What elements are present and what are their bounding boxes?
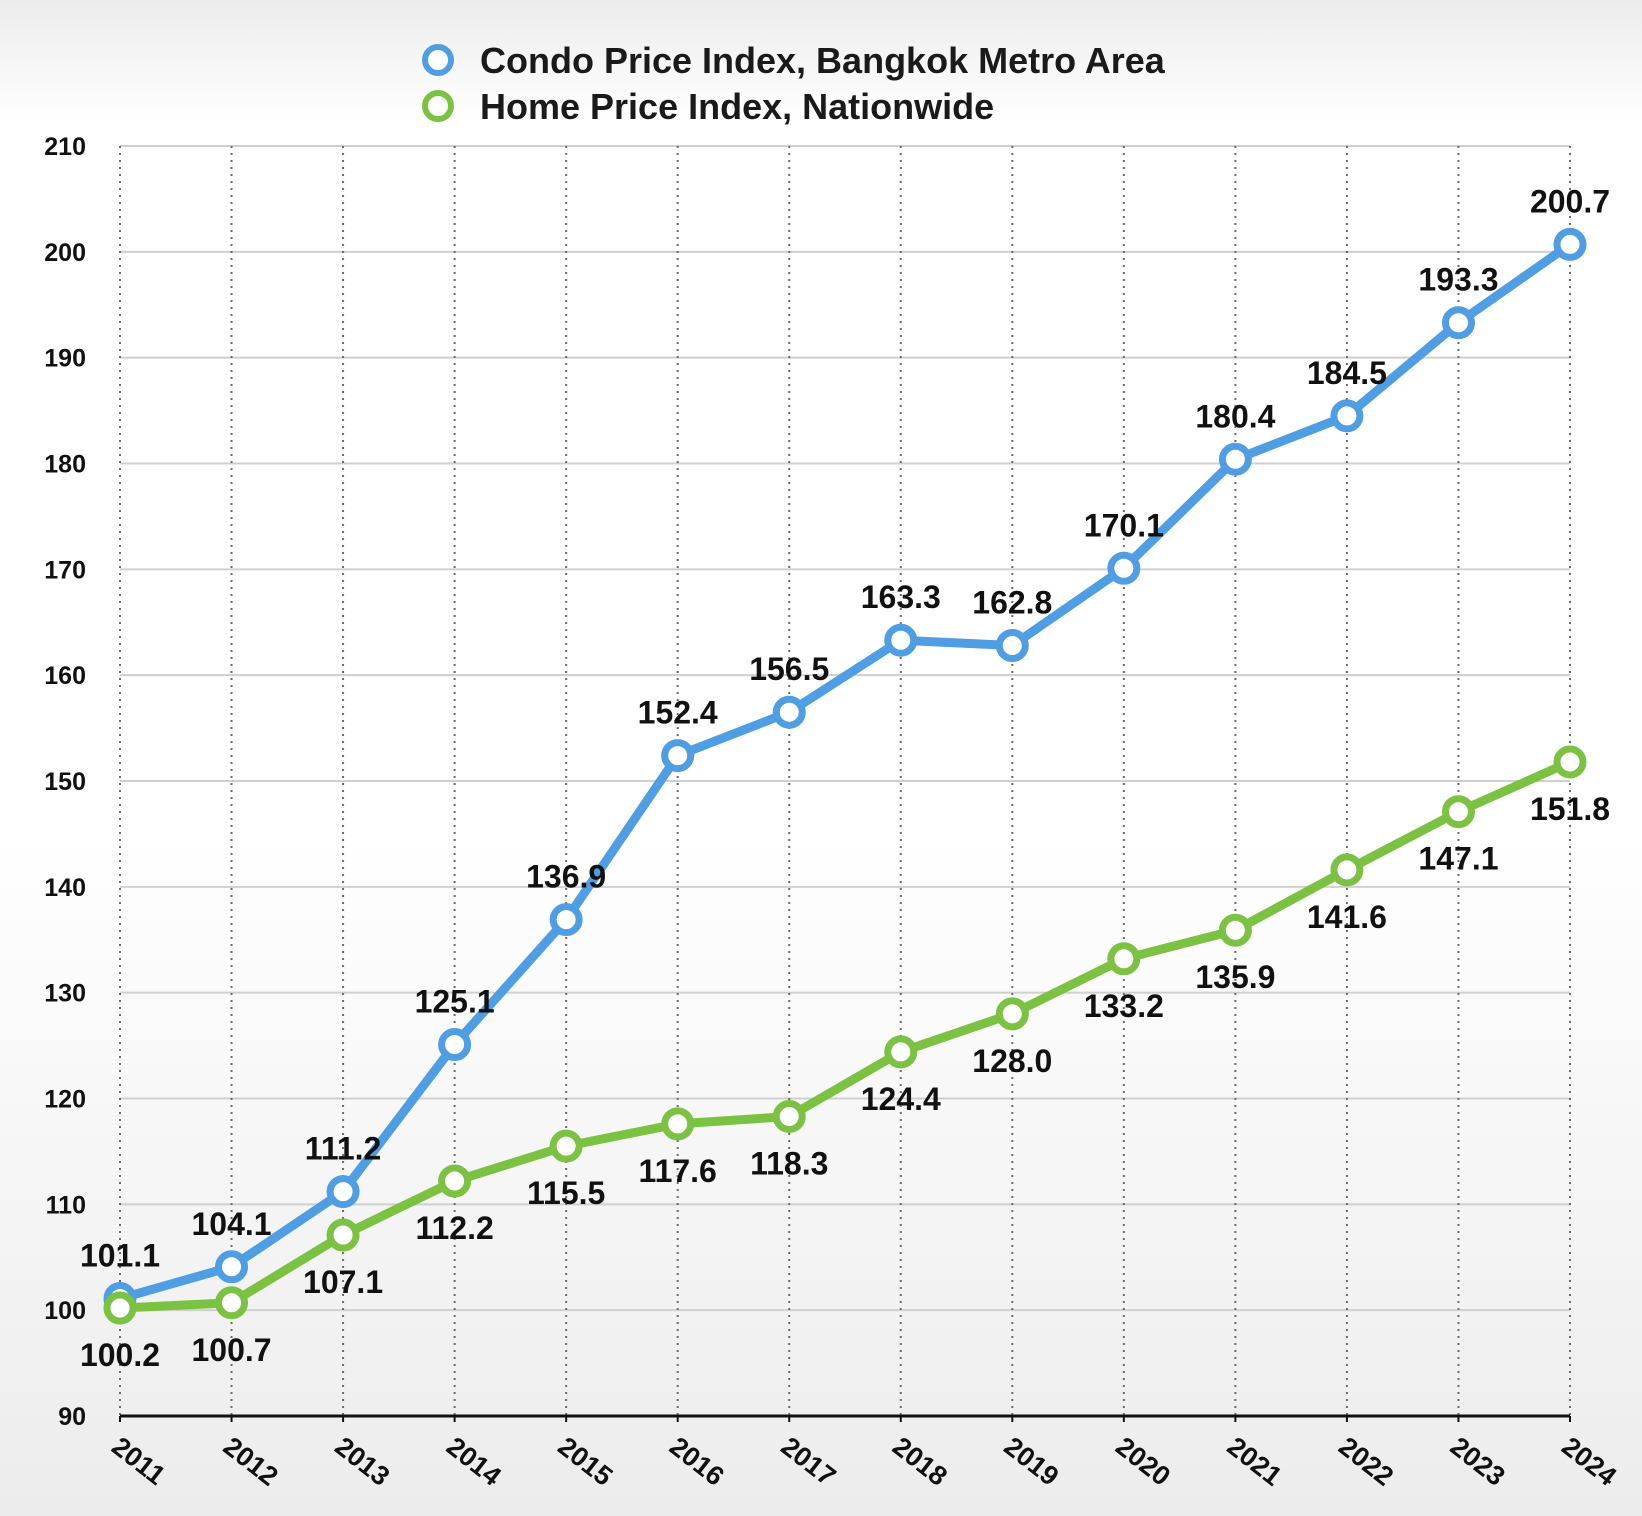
data-point xyxy=(103,1291,137,1325)
data-label: 184.5 xyxy=(1307,355,1387,391)
y-tick-label: 140 xyxy=(44,874,86,902)
y-tick-label: 130 xyxy=(44,980,86,1008)
data-label: 100.2 xyxy=(80,1337,160,1373)
x-tick-labels: 2011 2012 2013 2014 2015 2016 2017 2018 2019 2020… xyxy=(106,1431,1622,1492)
x-tick-label: 2015 xyxy=(552,1431,618,1492)
data-label: 193.3 xyxy=(1418,262,1498,298)
y-tick-label: 160 xyxy=(44,662,86,690)
data-label: 147.1 xyxy=(1418,841,1498,877)
legend: Condo Price Index, Bangkok Metro Area Hom… xyxy=(422,40,1166,127)
x-tick-label: 2012 xyxy=(218,1431,284,1492)
data-label: 101.1 xyxy=(80,1238,160,1274)
series-line-1 xyxy=(115,757,1575,1313)
legend-marker-1 xyxy=(422,90,454,122)
data-label: 104.1 xyxy=(191,1206,271,1242)
y-tick-label: 110 xyxy=(46,1191,86,1219)
data-point xyxy=(326,1175,360,1209)
axes xyxy=(119,1414,1571,1422)
data-label: 133.2 xyxy=(1084,988,1164,1024)
y-tick-label: 150 xyxy=(44,768,86,796)
data-label: 152.4 xyxy=(638,695,718,731)
data-label: 180.4 xyxy=(1195,398,1275,434)
series-line-0 xyxy=(115,239,1575,1304)
data-label: 163.3 xyxy=(861,579,941,615)
y-tick-label: 190 xyxy=(44,345,86,373)
data-point xyxy=(884,1035,918,1069)
y-tick-label: 100 xyxy=(44,1297,86,1325)
data-point xyxy=(995,997,1029,1031)
data-label: 136.9 xyxy=(526,859,606,895)
data-point xyxy=(1330,853,1364,887)
series xyxy=(103,227,1587,1325)
y-tick-label: 120 xyxy=(44,1086,86,1114)
y-tick-labels: 90 100 110 120 130 140 150 160 170 180 190 200 210 xyxy=(44,133,86,1431)
data-point xyxy=(549,903,583,937)
data-point xyxy=(1553,227,1587,261)
data-label: 118.3 xyxy=(750,1145,828,1181)
x-tick-label: 2018 xyxy=(887,1431,953,1492)
data-point xyxy=(995,629,1029,663)
data-label: 162.8 xyxy=(972,585,1052,621)
data-label: 107.1 xyxy=(303,1264,383,1300)
x-tick-label: 2013 xyxy=(329,1431,395,1492)
data-point xyxy=(1107,551,1141,585)
x-tick-label: 2011 xyxy=(106,1431,171,1491)
data-point xyxy=(326,1218,360,1252)
data-point xyxy=(215,1250,249,1284)
data-point xyxy=(1107,942,1141,976)
data-label: 128.0 xyxy=(972,1043,1052,1079)
data-label: 117.6 xyxy=(639,1153,717,1189)
x-tick-label: 2016 xyxy=(664,1431,730,1492)
y-tick-label: 210 xyxy=(44,133,86,161)
data-point xyxy=(1441,306,1475,340)
data-label: 156.5 xyxy=(749,651,829,687)
y-tick-label: 90 xyxy=(58,1403,86,1431)
data-label: 112.2 xyxy=(415,1210,493,1246)
data-label: 115.5 xyxy=(527,1175,605,1211)
data-point xyxy=(1218,913,1252,947)
y-tick-label: 180 xyxy=(44,451,86,479)
x-tick-label: 2024 xyxy=(1556,1431,1622,1492)
data-point xyxy=(1553,745,1587,779)
x-tick-label: 2020 xyxy=(1110,1431,1176,1492)
data-labels: 101.1 104.1 111.2 125.1 136.9 152.4 156.5 163.3… xyxy=(80,183,1610,1373)
legend-label-0: Condo Price Index, Bangkok Metro Area xyxy=(480,40,1166,81)
data-point xyxy=(772,695,806,729)
x-tick-label: 2014 xyxy=(441,1431,507,1492)
legend-label-1: Home Price Index, Nationwide xyxy=(480,86,994,127)
data-label: 141.6 xyxy=(1307,899,1387,935)
x-tick-label: 2017 xyxy=(776,1431,842,1492)
data-label: 170.1 xyxy=(1084,507,1164,543)
data-point xyxy=(215,1286,249,1320)
data-point xyxy=(438,1164,472,1198)
data-point xyxy=(1330,399,1364,433)
x-tick-label: 2021 xyxy=(1222,1431,1288,1492)
x-tick-label: 2022 xyxy=(1333,1431,1399,1492)
data-point xyxy=(884,623,918,657)
x-tick-label: 2023 xyxy=(1445,1431,1511,1492)
data-label: 200.7 xyxy=(1530,183,1610,219)
data-label: 151.8 xyxy=(1530,791,1610,827)
data-point xyxy=(549,1129,583,1163)
data-point xyxy=(438,1028,472,1062)
data-point xyxy=(661,1107,695,1141)
data-point xyxy=(1218,442,1252,476)
data-label: 100.7 xyxy=(191,1332,271,1368)
data-label: 124.4 xyxy=(861,1081,941,1117)
data-point xyxy=(661,739,695,773)
y-tick-label: 200 xyxy=(44,239,86,267)
data-point xyxy=(1441,795,1475,829)
y-tick-label: 170 xyxy=(44,556,86,584)
data-label: 135.9 xyxy=(1195,959,1275,995)
legend-marker-0 xyxy=(422,44,454,76)
x-tick-label: 2019 xyxy=(999,1431,1065,1492)
data-label: 125.1 xyxy=(415,984,495,1020)
data-point xyxy=(772,1099,806,1133)
data-label: 111.2 xyxy=(305,1131,382,1167)
